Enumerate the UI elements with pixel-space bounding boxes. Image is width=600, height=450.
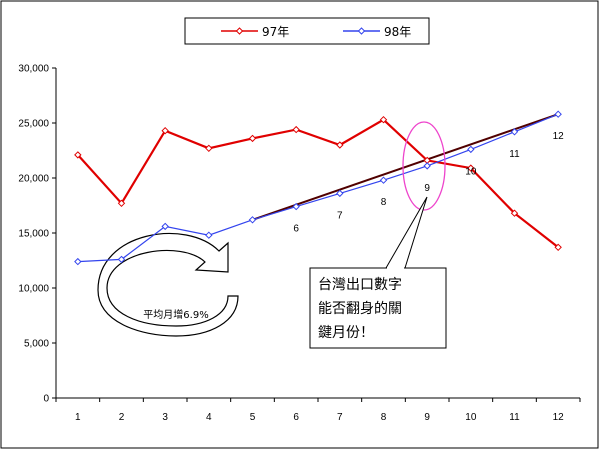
callout: 台灣出口數字 能否翻身的關 鍵月份！ [309, 196, 447, 349]
y-tick-label: 30,000 [18, 64, 49, 75]
series-layer [74, 110, 562, 266]
x-tick-label: 2 [119, 412, 125, 423]
series-2-point [379, 176, 388, 184]
callout-box [309, 267, 447, 349]
point-label: 8 [381, 197, 387, 208]
growth-rate-label: 平均月增6.9% [143, 308, 208, 321]
series-1-point [379, 115, 388, 124]
point-label: 10 [465, 166, 477, 177]
series-2-point [248, 216, 257, 224]
crossover-highlight-ellipse [402, 121, 446, 211]
point-label: 12 [553, 131, 565, 142]
series-1-point [74, 151, 82, 159]
x-tick-label: 3 [162, 412, 168, 423]
callout-line-1: 台灣出口數字 [318, 277, 402, 293]
point-label: 9 [424, 183, 430, 194]
growth-arrow-annotation: 平均月增6.9% [97, 232, 239, 337]
series-1-point [117, 199, 126, 208]
x-axis-ticks: 1 2 3 4 5 6 7 8 9 10 11 12 [55, 398, 581, 423]
y-axis-ticks: 0 5,000 10,000 15,000 20,000 25,000 30,000 [18, 64, 56, 405]
series-1-point [510, 209, 519, 217]
y-tick-label: 15,000 [18, 229, 49, 240]
y-tick-label: 25,000 [18, 119, 49, 130]
y-tick-label: 10,000 [18, 284, 49, 295]
series-2-point [510, 128, 519, 136]
x-tick-label: 8 [381, 412, 387, 423]
series-2-point [423, 162, 431, 170]
x-tick-label: 11 [509, 412, 520, 423]
callout-line-3: 鍵月份！ [318, 325, 374, 341]
curved-arrow-icon [97, 232, 239, 337]
x-tick-label: 9 [424, 412, 430, 423]
series-2-line [77, 113, 559, 263]
series-2-point [292, 202, 300, 211]
x-tick-label: 7 [337, 412, 343, 423]
legend-series-1-label: 97年 [262, 25, 289, 39]
legend-series-2-marker [357, 27, 366, 35]
y-tick-label: 5,000 [24, 339, 49, 350]
trend-line [252, 113, 559, 221]
series-2-point [205, 231, 213, 239]
x-tick-label: 12 [553, 412, 565, 423]
x-tick-label: 10 [465, 412, 477, 423]
series-1-point [205, 144, 213, 153]
point-label: 7 [337, 210, 343, 221]
callout-line-2: 能否翻身的關 [318, 301, 402, 317]
series-1-point [161, 126, 169, 135]
legend: 97年 98年 [184, 17, 430, 45]
callout-pointer [385, 196, 428, 269]
series-2-point [161, 222, 169, 231]
x-tick-label: 5 [250, 412, 256, 423]
series-2-point [74, 257, 82, 266]
series-1-point [554, 243, 562, 252]
y-tick-label: 0 [43, 394, 49, 405]
series-1-point [467, 164, 475, 172]
series-2-point [336, 189, 344, 198]
point-labels: 6 7 8 9 10 11 12 [293, 131, 564, 234]
legend-series-2-label: 98年 [384, 25, 411, 39]
series-1-point [248, 134, 257, 143]
x-tick-label: 1 [75, 412, 81, 423]
point-label: 6 [293, 224, 299, 235]
y-tick-label: 20,000 [18, 174, 49, 185]
point-label: 11 [509, 149, 520, 160]
series-2-point [554, 110, 562, 118]
series-2-point [467, 145, 475, 154]
series-2-point [117, 255, 126, 264]
series-1-line [77, 118, 559, 249]
x-tick-label: 4 [206, 412, 212, 423]
legend-series-1-marker [235, 27, 244, 35]
series-1-point [336, 141, 344, 149]
series-1-point [292, 125, 300, 134]
x-tick-label: 6 [293, 412, 299, 423]
